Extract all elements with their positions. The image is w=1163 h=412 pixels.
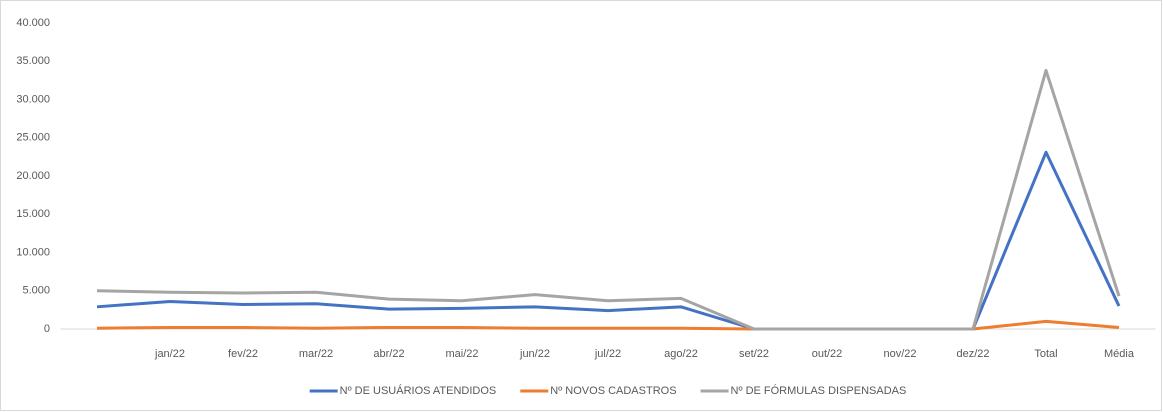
x-tick-label: dez/22 (956, 348, 989, 360)
y-tick-label: 25.000 (16, 132, 50, 144)
x-tick-label: jan/22 (154, 348, 185, 360)
x-tick-label: out/22 (812, 348, 843, 360)
series-line (96, 68, 1121, 331)
legend-label: Nº DE FÓRMULAS DISPENSADAS (731, 384, 907, 397)
y-tick-label: 35.000 (16, 55, 50, 67)
x-tick-label: Total (1034, 348, 1057, 360)
y-tick-label: 10.000 (16, 246, 50, 258)
x-tick-label: Média (1104, 348, 1135, 360)
y-tick-label: 40.000 (16, 17, 50, 29)
legend-label: Nº DE USUÁRIOS ATENDIDOS (340, 384, 497, 397)
y-tick-label: 30.000 (16, 93, 50, 105)
x-tick-label: jul/22 (594, 348, 621, 360)
x-tick-label: jun/22 (519, 348, 550, 360)
x-tick-label: ago/22 (664, 348, 698, 360)
x-tick-label: nov/22 (883, 348, 916, 360)
x-tick-label: fev/22 (228, 348, 258, 360)
x-tick-label: set/22 (739, 348, 769, 360)
y-tick-label: 15.000 (16, 208, 50, 220)
x-tick-label: mai/22 (445, 348, 478, 360)
legend-label: Nº NOVOS CADASTROS (550, 385, 676, 397)
x-tick-label: mar/22 (299, 348, 333, 360)
y-tick-label: 5.000 (22, 285, 50, 297)
y-tick-label: 20.000 (16, 170, 50, 182)
x-tick-label: abr/22 (373, 348, 404, 360)
y-tick-label: 0 (44, 323, 50, 335)
